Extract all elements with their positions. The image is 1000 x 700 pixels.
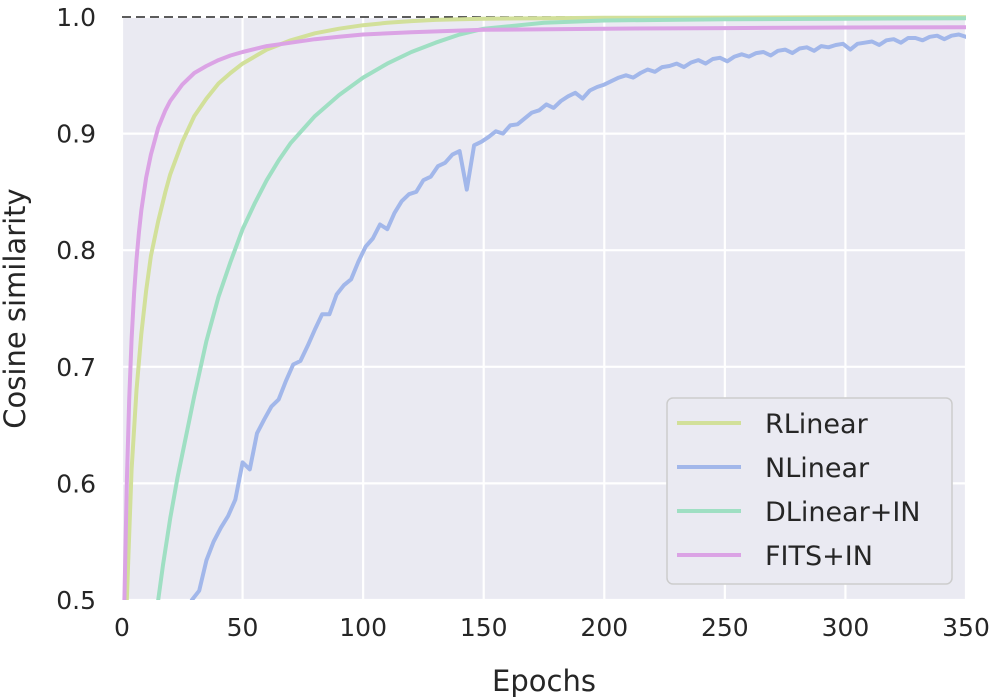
series-line-fits-in	[122, 25, 966, 600]
legend-label: DLinear+IN	[765, 497, 921, 528]
x-tick-label: 300	[822, 613, 870, 642]
x-tick-label: 250	[701, 613, 749, 642]
legend-label: RLinear	[765, 409, 869, 440]
legend-label: NLinear	[765, 453, 870, 484]
y-tick-label: 0.5	[56, 586, 96, 615]
legend: RLinear NLinear DLinear+IN FITS+IN	[666, 397, 953, 585]
x-tick-label: 350	[942, 613, 990, 642]
y-tick-label: 0.6	[56, 469, 96, 498]
y-tick-label: 1.0	[56, 3, 96, 32]
x-axis-label: Epochs	[492, 664, 596, 698]
tick-labels: 0 50 100 150 200 250 300 350 0.5 0.6 0.7 0.8 0.9 1.0	[56, 3, 990, 642]
legend-label: FITS+IN	[765, 541, 873, 572]
series-line-rlinear	[124, 15, 966, 600]
y-tick-label: 0.9	[56, 120, 96, 149]
x-tick-label: 150	[460, 613, 508, 642]
series-lines	[122, 15, 966, 600]
legend-box	[666, 397, 953, 585]
y-axis-label: Cosine similarity	[0, 188, 32, 428]
y-tick-label: 0.7	[56, 353, 96, 382]
series-line-nlinear	[189, 32, 966, 600]
x-tick-label: 0	[114, 613, 130, 642]
y-tick-label: 0.8	[56, 236, 96, 265]
x-tick-label: 200	[580, 613, 628, 642]
x-tick-label: 50	[227, 613, 259, 642]
x-tick-label: 100	[339, 613, 387, 642]
series-line-dlinear-in	[156, 16, 966, 600]
